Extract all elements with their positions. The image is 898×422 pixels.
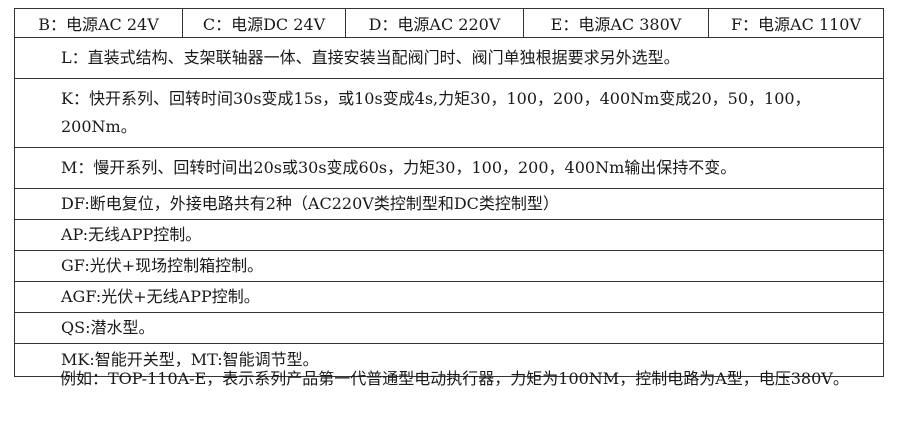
power-option-b: B：电源AC 24V [14,8,183,38]
power-option-c: C：电源DC 24V [182,8,346,38]
option-gf: GF:光伏+现场控制箱控制。 [14,250,884,282]
example-paragraph: 例如：TOP-110A-E，表示系列产品第一代普通型电动执行器，力矩为100NM… [60,369,849,388]
option-df: DF:断电复位，外接电路共有2种（AC220V类控制型和DC类控制型） [14,188,884,220]
option-mk: MK:智能开关型，MT:智能调节型。 [14,343,884,377]
option-agf: AGF:光伏+无线APP控制。 [14,281,884,313]
option-ap: AP:无线APP控制。 [14,219,884,251]
power-option-e: E：电源AC 380V [523,8,709,38]
power-row: B：电源AC 24V C：电源DC 24V D：电源AC 220V E：电源AC… [14,8,884,38]
power-option-d: D：电源AC 220V [345,8,524,38]
option-l: L：直装式结构、支架联轴器一体、直接安装当配阀门时、阀门单独根据要求另外选型。 [14,37,884,79]
power-option-f: F：电源AC 110V [708,8,884,38]
options-table: B：电源AC 24V C：电源DC 24V D：电源AC 220V E：电源AC… [14,8,884,377]
option-m: M：慢开系列、回转时间出20s或30s变成60s，力矩30，100，200，40… [14,147,884,189]
option-qs: QS:潜水型。 [14,312,884,344]
option-k: K：快开系列、回转时间30s变成15s，或10s变成4s,力矩30，100，20… [14,78,884,148]
